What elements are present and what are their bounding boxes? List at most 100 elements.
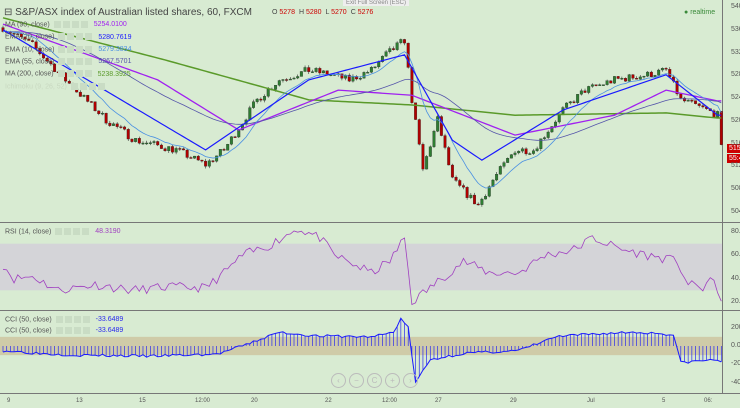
- candle: [535, 148, 539, 151]
- price-axis-label: 5240: [731, 94, 740, 102]
- cci-band: [0, 336, 722, 356]
- legend-value: 5280.7619: [98, 33, 132, 41]
- scroll-right-button[interactable]: ›: [403, 373, 418, 388]
- candle: [395, 42, 399, 50]
- candle: [163, 148, 167, 152]
- candle: [502, 162, 506, 167]
- candle: [67, 80, 71, 84]
- legend-label: MA (90, close): [5, 21, 50, 29]
- candle: [366, 72, 370, 74]
- candle: [719, 111, 723, 145]
- candle: [49, 61, 53, 65]
- candle: [649, 71, 653, 78]
- candle: [624, 78, 627, 82]
- rsi-line: [2, 230, 722, 306]
- candle: [613, 76, 616, 84]
- cci-axis-label: -400.0000: [731, 378, 740, 386]
- candle: [594, 84, 598, 86]
- candle: [34, 41, 38, 49]
- low-value: 5270: [331, 9, 347, 16]
- time-axis-label: 13: [76, 398, 83, 404]
- time-axis-label: 29: [510, 398, 517, 404]
- candle: [248, 107, 252, 121]
- candle: [358, 78, 362, 80]
- legend-label: EMA (20, close): [5, 33, 55, 41]
- indicator-legend[interactable]: MA (200, close) 5238.3925: [5, 70, 131, 78]
- candle: [189, 157, 193, 159]
- realtime-label: realtime: [690, 9, 716, 16]
- candle: [410, 67, 414, 103]
- candle: [318, 68, 322, 74]
- candle: [576, 94, 580, 103]
- cci-value: -33.6489: [95, 327, 124, 335]
- candle: [679, 93, 683, 99]
- legend-value: 5267.5701: [98, 58, 132, 66]
- candle: [182, 148, 185, 151]
- candle: [104, 112, 108, 124]
- legend-value: 5254.0100: [93, 21, 127, 29]
- candle: [141, 142, 145, 145]
- candle: [546, 131, 550, 138]
- candle: [112, 123, 115, 126]
- candle: [229, 136, 233, 145]
- candle: [484, 196, 488, 200]
- candle: [178, 148, 182, 150]
- realtime-indicator: ● realtime: [684, 9, 716, 16]
- price-axis-label: 5160: [731, 139, 740, 147]
- candle: [82, 94, 86, 97]
- candle: [465, 187, 469, 198]
- candle: [668, 69, 672, 78]
- candle: [137, 138, 141, 144]
- candle: [539, 138, 543, 149]
- price-axis-label: 5280: [731, 71, 740, 79]
- candle: [683, 97, 686, 102]
- zoom-out-button[interactable]: −: [349, 373, 364, 388]
- candle: [288, 78, 292, 81]
- cci-legend-2[interactable]: CCI (50, close) -33.6489: [5, 327, 123, 334]
- indicator-legend[interactable]: EMA (55, close) 5267.5701: [5, 57, 132, 66]
- candle: [697, 103, 701, 106]
- rsi-legend[interactable]: RSI (14, close) 48.3190: [5, 228, 121, 235]
- candle: [134, 138, 138, 142]
- high-value: 5280: [305, 9, 322, 16]
- candle: [572, 101, 576, 103]
- price-axis-label: 5040: [731, 208, 740, 215]
- scroll-left-button[interactable]: ‹: [331, 373, 346, 388]
- candle: [145, 142, 149, 145]
- indicator-legend[interactable]: EMA (10, close) 5279.3834: [5, 45, 131, 53]
- candle: [226, 144, 230, 151]
- candle: [458, 180, 462, 186]
- candle: [233, 136, 237, 138]
- indicator-legend[interactable]: Ichimoku (9, 26, 52): [5, 82, 111, 90]
- candle: [310, 71, 314, 73]
- chart-title: ⊟ S&P/ASX index of Australian listed sha…: [4, 7, 252, 18]
- candle: [447, 147, 451, 166]
- candle: [31, 40, 34, 42]
- candle: [417, 119, 421, 145]
- candle: [174, 148, 178, 153]
- candle: [660, 68, 664, 71]
- candle: [495, 174, 499, 181]
- indicator-legend[interactable]: MA (90, close) 5254.0100: [5, 21, 127, 28]
- cci-value: -33.6489: [95, 316, 124, 324]
- candle: [78, 91, 82, 97]
- candle: [517, 150, 521, 154]
- candle: [568, 101, 572, 104]
- price-axis-label: 5400: [731, 3, 740, 10]
- candle: [255, 98, 259, 102]
- candle: [587, 86, 591, 93]
- legend-label: Ichimoku (9, 26, 52): [5, 82, 67, 90]
- exit-fullscreen-button[interactable]: Exit Full Screen (ESC): [343, 0, 410, 6]
- indicator-legend[interactable]: EMA (20, close) 5280.7619: [5, 33, 132, 41]
- zoom-in-button[interactable]: +: [385, 373, 400, 388]
- candle: [351, 76, 355, 82]
- time-axis-label: 22: [325, 398, 332, 404]
- candle: [322, 70, 325, 74]
- candle: [369, 67, 373, 73]
- cci-axis-label: 200.0000: [731, 323, 740, 331]
- candle: [616, 76, 620, 79]
- reset-button[interactable]: C: [367, 373, 382, 388]
- cci-legend[interactable]: CCI (50, close) -33.6489: [5, 316, 123, 323]
